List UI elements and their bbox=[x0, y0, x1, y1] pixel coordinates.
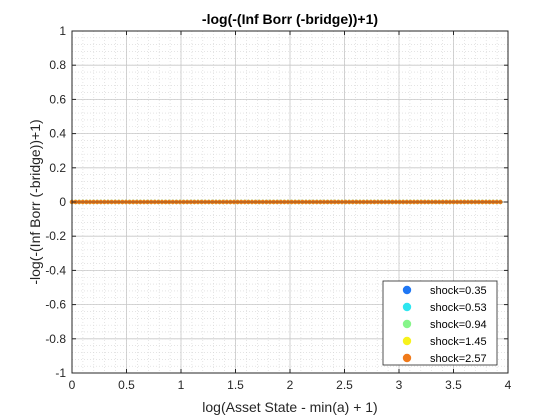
legend-box bbox=[382, 280, 498, 366]
plot-area: 0 0.5 1 1.5 2 2.5 3 3.5 4 -1 -0.8 -0.6 -0.4 -0.2 0 0.2… bbox=[45, 24, 511, 392]
axis-ticks bbox=[71, 30, 509, 374]
x-tick-labels: 0 0.5 1 1.5 2 2.5 3 3.5 4 bbox=[69, 378, 512, 392]
legend-marker bbox=[402, 336, 412, 346]
legend-marker bbox=[402, 285, 412, 295]
legend-label: shock=2.57 bbox=[430, 353, 487, 365]
legend-entry: shock=0.53 bbox=[402, 302, 487, 314]
legend-entry: shock=0.94 bbox=[402, 319, 487, 331]
x-axis-label: log(Asset State - min(a) + 1) bbox=[202, 399, 377, 415]
y-tick-label: -0.2 bbox=[45, 229, 66, 243]
legend-marker bbox=[402, 353, 412, 363]
x-tick-label: 0.5 bbox=[118, 378, 135, 392]
x-tick-label: 3 bbox=[396, 378, 403, 392]
y-tick-label: -0.4 bbox=[45, 263, 66, 277]
y-tick-labels: -1 -0.8 -0.6 -0.4 -0.2 0 0.2 0.4 0.6 0.8 1 bbox=[45, 24, 66, 380]
legend-entries: shock=0.35 shock=0.53 shock=0.94 shock=1.45… bbox=[402, 285, 487, 365]
legend-label: shock=0.53 bbox=[430, 302, 487, 314]
y-tick-label: 1 bbox=[59, 24, 66, 38]
x-tick-label: 2 bbox=[287, 378, 294, 392]
y-tick-label: 0 bbox=[59, 195, 66, 209]
x-tick-label: 2.5 bbox=[336, 378, 353, 392]
chart-title: -log(-(Inf Borr (-bridge))+1) bbox=[202, 11, 378, 27]
y-tick-label: 0.2 bbox=[49, 161, 66, 175]
y-tick-label: 0.8 bbox=[49, 58, 66, 72]
legend-entry: shock=0.35 bbox=[402, 285, 487, 297]
legend-entry: shock=2.57 bbox=[402, 353, 487, 365]
x-tick-label: 1 bbox=[178, 378, 185, 392]
legend: shock=0.35 shock=0.53 shock=0.94 shock=1.45… bbox=[382, 280, 498, 366]
series-layer bbox=[69, 199, 508, 205]
x-tick-label: 1.5 bbox=[227, 378, 244, 392]
legend-marker bbox=[402, 319, 412, 329]
y-tick-label: -0.8 bbox=[45, 332, 66, 346]
legend-label: shock=1.45 bbox=[430, 336, 487, 348]
x-tick-label: 4 bbox=[505, 378, 512, 392]
y-tick-label: -0.6 bbox=[45, 298, 66, 312]
legend-entry: shock=1.45 bbox=[402, 336, 487, 348]
legend-label: shock=0.94 bbox=[430, 319, 487, 331]
y-axis-label: -log(-(Inf Borr (-bridge))+1) bbox=[27, 119, 43, 284]
legend-marker bbox=[402, 302, 412, 312]
y-tick-label: 0.6 bbox=[49, 92, 66, 106]
x-tick-label: 0 bbox=[69, 378, 76, 392]
legend-label: shock=0.35 bbox=[430, 285, 487, 297]
y-tick-label: 0.4 bbox=[49, 127, 66, 141]
x-tick-label: 3.5 bbox=[445, 378, 462, 392]
y-tick-label: -1 bbox=[55, 366, 66, 380]
